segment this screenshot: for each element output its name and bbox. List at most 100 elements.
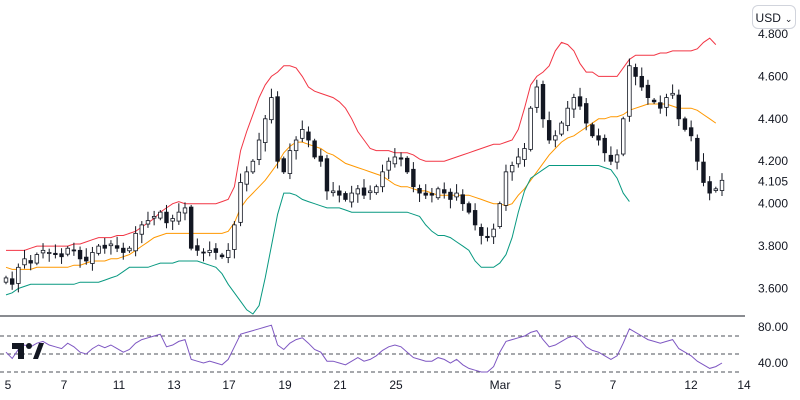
lower-band-line bbox=[5, 165, 630, 315]
candle-body bbox=[133, 232, 138, 252]
candle-body bbox=[528, 107, 533, 150]
rsi-tick-label: 80.00 bbox=[758, 320, 788, 334]
candle-body bbox=[361, 187, 367, 196]
candle-body bbox=[559, 122, 564, 135]
candle-body bbox=[238, 182, 243, 223]
candle-body bbox=[28, 260, 33, 264]
candle-body bbox=[584, 103, 589, 124]
candle-body bbox=[639, 75, 644, 88]
candle-body bbox=[590, 124, 595, 137]
candle-body bbox=[682, 118, 688, 130]
candle-body bbox=[312, 140, 317, 158]
candle-body bbox=[534, 86, 540, 108]
candle-body bbox=[676, 94, 681, 120]
candle-body bbox=[349, 192, 354, 203]
price-tick-label: 4.800 bbox=[758, 27, 788, 41]
candle-body bbox=[306, 131, 311, 141]
candle-body bbox=[454, 192, 459, 198]
candle-body bbox=[47, 252, 52, 254]
candle-body bbox=[127, 247, 132, 252]
date-tick-label: 14 bbox=[737, 378, 751, 392]
date-tick-label: 21 bbox=[333, 378, 347, 392]
candle-body bbox=[491, 228, 496, 238]
candle-body bbox=[374, 186, 379, 194]
rsi-line bbox=[5, 324, 723, 373]
candle-body bbox=[269, 97, 274, 121]
candle-body bbox=[77, 249, 83, 260]
candle-body bbox=[3, 277, 9, 283]
candle-body bbox=[380, 171, 385, 188]
candle-body bbox=[367, 190, 373, 194]
date-tick-label: 5 bbox=[555, 378, 562, 392]
candle-body bbox=[170, 218, 175, 222]
candle-body bbox=[540, 84, 546, 120]
candle-body bbox=[300, 129, 305, 139]
candle-body bbox=[114, 245, 120, 249]
currency-selector[interactable]: USD ⌄ bbox=[752, 5, 796, 29]
candle-body bbox=[602, 137, 607, 154]
candle-body bbox=[213, 248, 219, 253]
date-tick-label: Mar bbox=[490, 378, 511, 392]
currency-label: USD bbox=[755, 11, 781, 25]
candle-body bbox=[651, 99, 657, 103]
candle-body bbox=[139, 224, 144, 235]
candle-body bbox=[22, 258, 27, 266]
candle-body bbox=[497, 203, 502, 227]
candle-body bbox=[460, 194, 465, 205]
candle-body bbox=[442, 189, 447, 194]
candle-body bbox=[324, 158, 330, 192]
candle-body bbox=[621, 118, 626, 155]
price-tick-label: 4.600 bbox=[758, 69, 788, 83]
candle-body bbox=[435, 188, 441, 199]
candle-body bbox=[256, 139, 262, 160]
candle-body bbox=[392, 156, 398, 165]
candle-body bbox=[226, 249, 231, 258]
candle-body bbox=[59, 253, 64, 258]
candle-body bbox=[664, 97, 669, 108]
candle-body bbox=[281, 158, 286, 173]
candle-body bbox=[275, 96, 280, 162]
candle-body bbox=[96, 245, 101, 254]
candle-body bbox=[571, 97, 577, 110]
candle-body bbox=[232, 224, 237, 250]
candle-body bbox=[719, 179, 725, 191]
candle-body bbox=[151, 216, 157, 219]
candle-body bbox=[565, 107, 570, 127]
candle-body bbox=[658, 102, 663, 109]
candle-body bbox=[102, 244, 107, 249]
candle-body bbox=[71, 249, 77, 252]
candle-body bbox=[207, 249, 212, 253]
candle-body bbox=[522, 148, 527, 160]
candle-body bbox=[201, 251, 206, 254]
last-price-bg bbox=[752, 172, 796, 191]
candle-body bbox=[9, 278, 15, 285]
candle-body bbox=[479, 227, 484, 236]
candle-body bbox=[472, 210, 478, 226]
candle-body bbox=[219, 254, 225, 258]
date-tick-label: 17 bbox=[222, 378, 236, 392]
candle-body bbox=[627, 65, 632, 117]
candle-body bbox=[429, 193, 435, 196]
tradingview-logo-icon bbox=[12, 343, 44, 359]
candle-body bbox=[411, 168, 416, 188]
candle-body bbox=[608, 154, 614, 162]
candle-body bbox=[65, 247, 70, 255]
candle-body bbox=[343, 193, 348, 200]
candle-body bbox=[688, 127, 694, 137]
candle-body bbox=[250, 160, 256, 173]
candle-body bbox=[423, 192, 428, 196]
price-tick-label: 3.800 bbox=[758, 239, 788, 253]
date-tick-label: 19 bbox=[278, 378, 292, 392]
candle-body bbox=[516, 156, 521, 165]
price-tick-label: 4.400 bbox=[758, 112, 788, 126]
candle-body bbox=[84, 256, 89, 262]
candle-body bbox=[695, 137, 700, 162]
candle-body bbox=[645, 84, 651, 98]
candle-body bbox=[509, 165, 515, 173]
basis-line bbox=[5, 103, 717, 270]
candle-body bbox=[195, 245, 200, 251]
candle-body bbox=[448, 191, 453, 200]
candle-body bbox=[386, 160, 391, 171]
candle-body bbox=[417, 187, 422, 194]
